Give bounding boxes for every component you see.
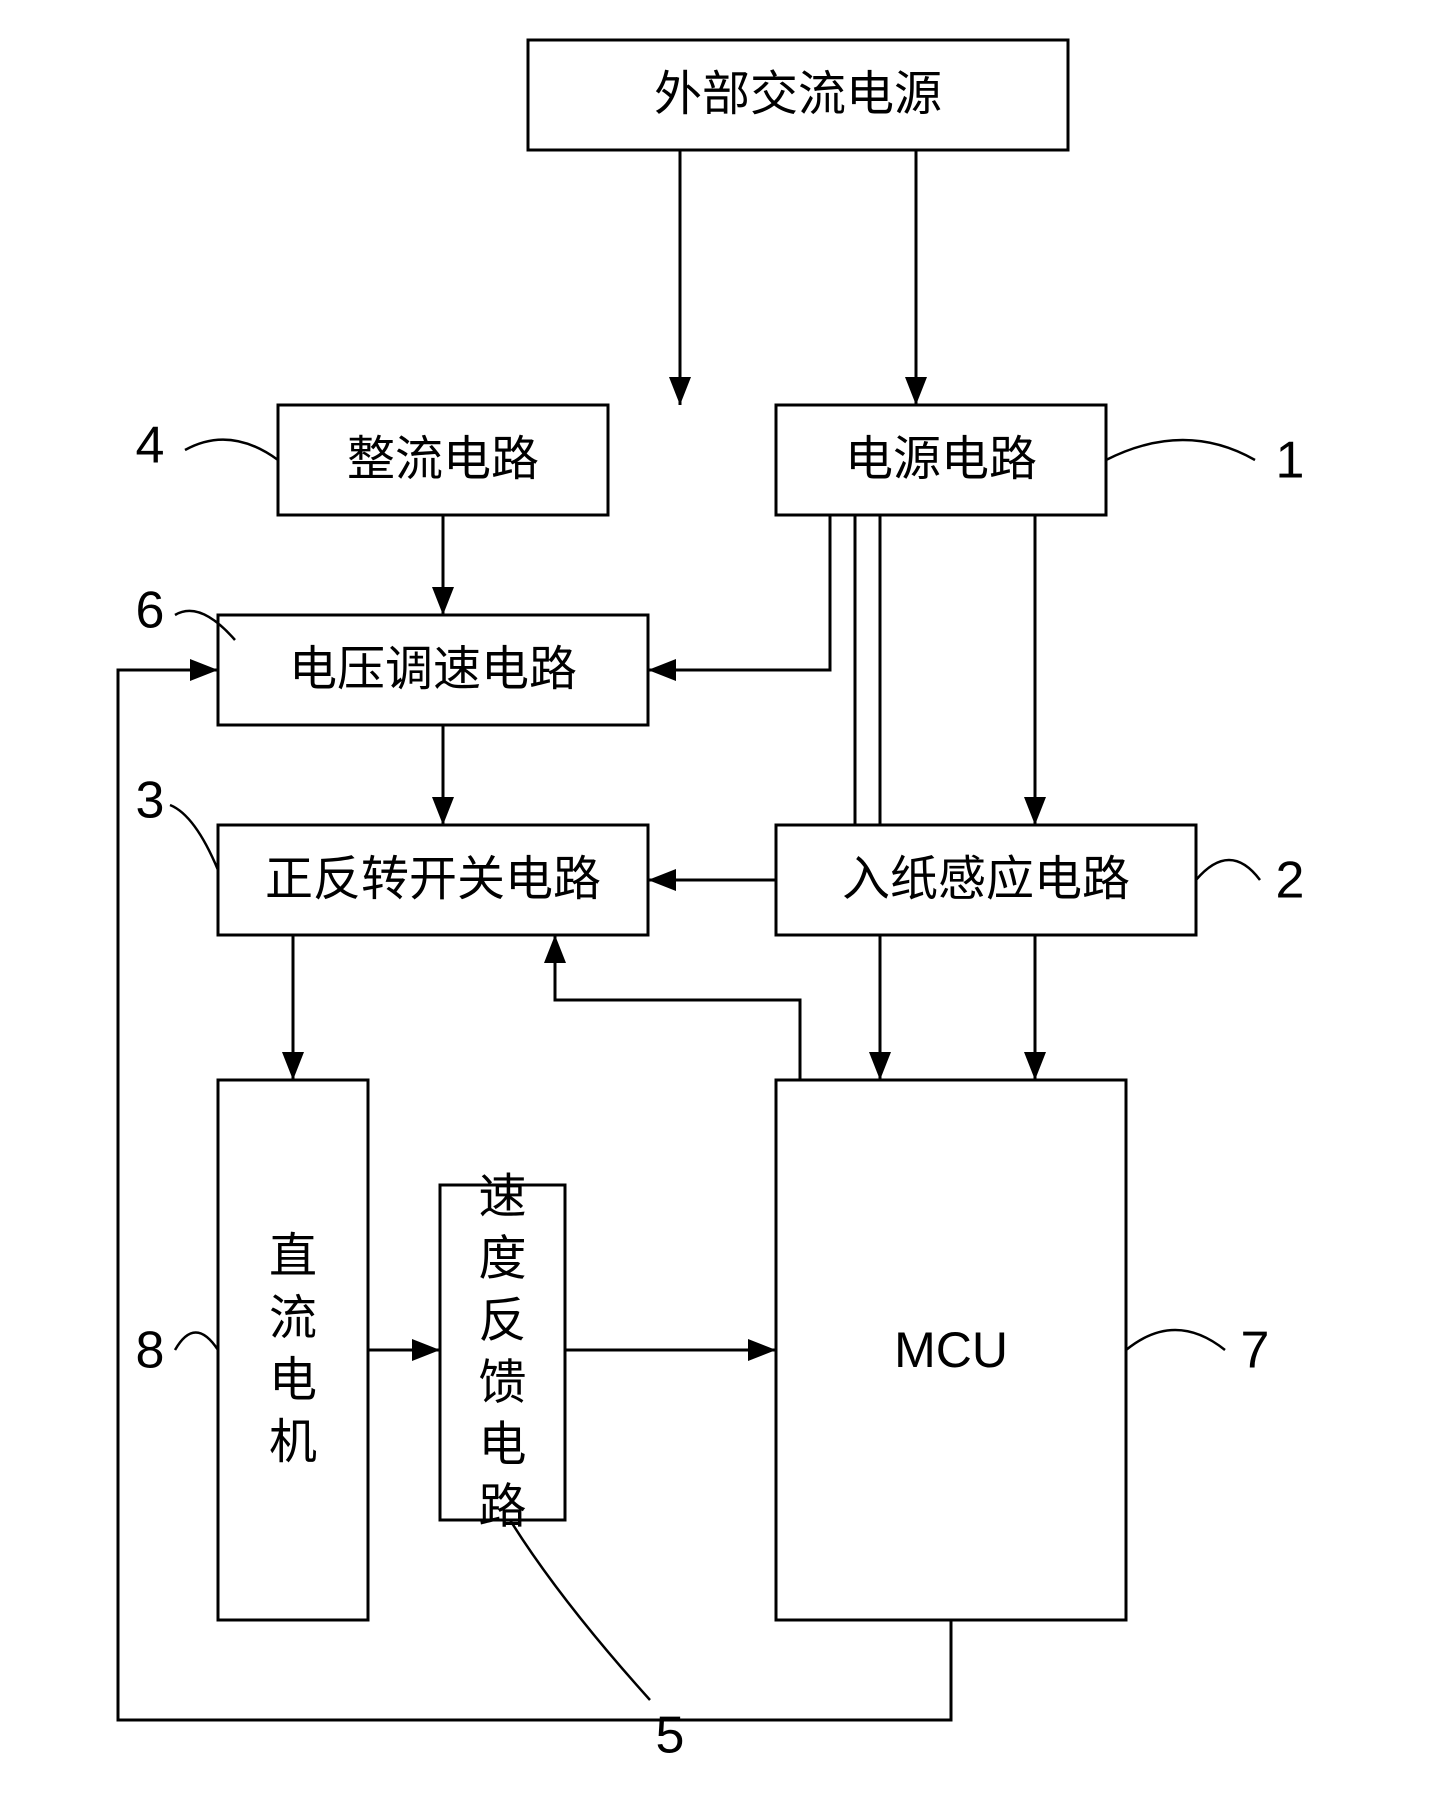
label-ac: 外部交流电源 (654, 68, 942, 121)
arrowhead (648, 659, 676, 681)
label-rect: 整流电路 (347, 433, 539, 486)
label-fb-3: 馈 (478, 1357, 526, 1410)
callout-num-1: 1 (1276, 432, 1305, 490)
label-volt: 电压调速电路 (289, 643, 577, 696)
arrowhead (869, 1052, 891, 1080)
callout-lead-1 (1106, 440, 1255, 460)
callout-lead-2 (1196, 860, 1260, 880)
callout-lead-3 (170, 805, 218, 870)
arrowhead (412, 1339, 440, 1361)
arrowhead (1024, 797, 1046, 825)
arrowhead (282, 1052, 304, 1080)
label-fb-1: 度 (478, 1233, 526, 1286)
edge-psu-volt (648, 515, 830, 670)
label-fb-4: 电 (478, 1419, 526, 1472)
arrowhead (1024, 1052, 1046, 1080)
callout-num-2: 2 (1276, 852, 1305, 910)
label-motor-1: 流 (269, 1292, 317, 1345)
callout-num-6: 6 (136, 582, 165, 640)
label-psu: 电源电路 (845, 433, 1037, 486)
arrowhead (669, 377, 691, 405)
arrowhead (905, 377, 927, 405)
callout-num-3: 3 (136, 772, 165, 830)
callout-lead-4 (185, 440, 278, 460)
arrowhead (544, 935, 566, 963)
label-motor-3: 机 (269, 1416, 317, 1469)
callout-lead-5 (510, 1520, 650, 1700)
label-fb-5: 路 (478, 1481, 526, 1534)
callout-num-8: 8 (136, 1322, 165, 1380)
label-motor-2: 电 (269, 1354, 317, 1407)
label-sw: 正反转开关电路 (265, 853, 601, 906)
arrowhead (432, 587, 454, 615)
label-paper: 入纸感应电路 (842, 853, 1130, 906)
label-fb-2: 反 (478, 1295, 526, 1348)
arrowhead (748, 1339, 776, 1361)
label-mcu: MCU (894, 1322, 1008, 1378)
node-motor (218, 1080, 368, 1620)
label-fb-0: 速 (478, 1171, 526, 1224)
edge-mcu-sw (555, 935, 800, 1080)
arrowhead (648, 869, 676, 891)
arrowhead (190, 659, 218, 681)
callout-num-4: 4 (136, 417, 165, 475)
callout-num-5: 5 (656, 1707, 685, 1765)
callout-lead-8 (175, 1333, 218, 1351)
arrowhead (432, 797, 454, 825)
callout-num-7: 7 (1241, 1322, 1270, 1380)
label-motor-0: 直 (269, 1230, 317, 1283)
callout-lead-7 (1126, 1330, 1225, 1350)
